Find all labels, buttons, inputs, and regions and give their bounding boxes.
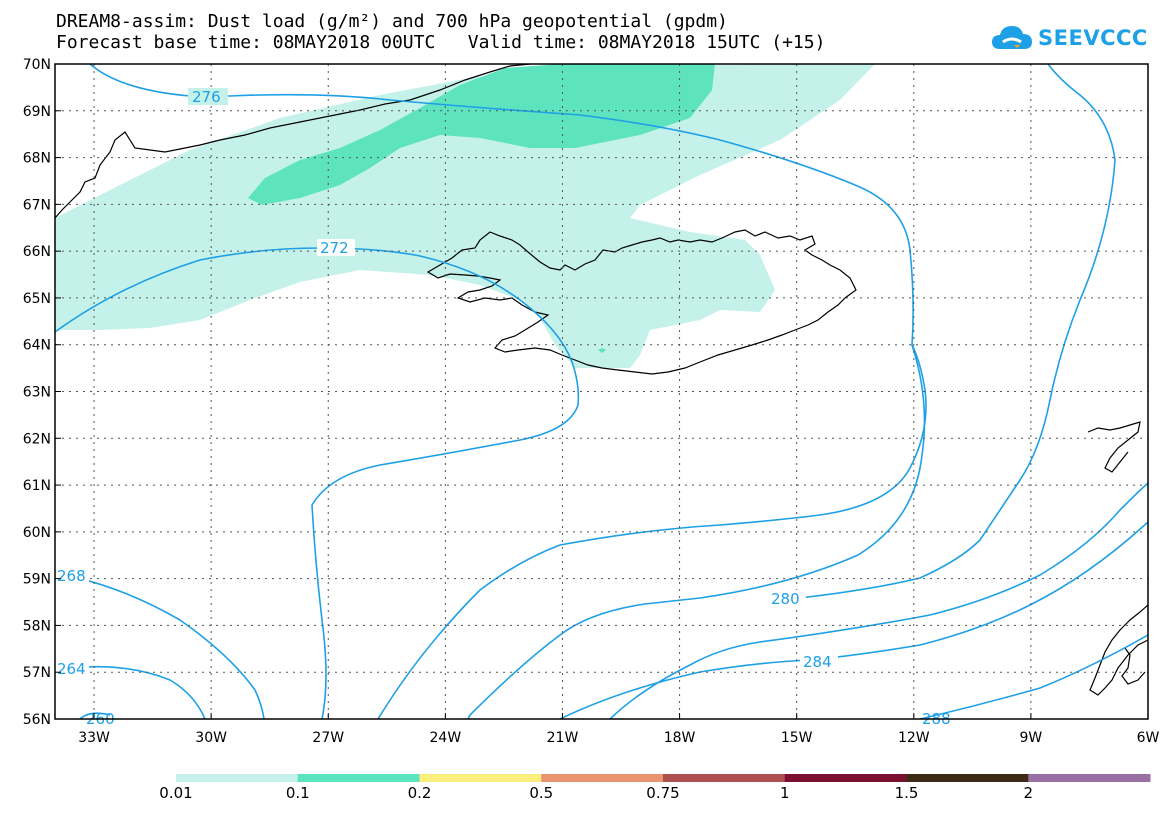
contour-label-268: 268 xyxy=(57,567,86,585)
coastlines xyxy=(55,64,1148,696)
lat-tick-label: 70N xyxy=(23,57,51,73)
dust-area-medium xyxy=(248,64,715,205)
lon-tick-label: 30W xyxy=(195,730,227,746)
chart-subtitle: Forecast base time: 08MAY2018 00UTC Vali… xyxy=(56,32,826,53)
colorbar-swatch xyxy=(906,774,1029,782)
colorbar-label: 1 xyxy=(780,784,790,802)
colorbar-label: 0.01 xyxy=(159,784,192,802)
contour-268 xyxy=(55,572,265,719)
contour-284 xyxy=(559,521,1148,719)
contour-lines xyxy=(55,64,1148,719)
scotland-coast xyxy=(1089,604,1148,696)
contour-label-284: 284 xyxy=(803,653,832,671)
longitude-labels: 33W 30W 27W 24W 21W 18W 15W 12W 9W 6W xyxy=(78,713,1160,746)
contour-label-276: 276 xyxy=(192,88,221,106)
grid xyxy=(55,64,1148,719)
contour-label-272: 272 xyxy=(320,239,349,257)
lat-tick-label: 60N xyxy=(23,525,51,541)
colorbar-label: 0.2 xyxy=(408,784,432,802)
faroe-islands xyxy=(1087,421,1141,473)
contour-260 xyxy=(79,712,111,719)
hebrides xyxy=(1121,647,1146,685)
contour-label-264: 264 xyxy=(57,660,86,678)
lat-tick-label: 69N xyxy=(23,104,51,120)
colorbar-swatch xyxy=(663,774,786,782)
colorbar-swatch xyxy=(297,774,420,782)
contour-288 xyxy=(919,634,1148,719)
colorbar-label: 0.5 xyxy=(529,784,553,802)
colorbar-swatch xyxy=(541,774,664,782)
lon-tick-label: 15W xyxy=(781,730,813,746)
lat-tick-label: 62N xyxy=(23,431,51,447)
colorbar-swatch xyxy=(176,774,299,782)
lon-tick-label: 12W xyxy=(898,730,930,746)
colorbar-swatch xyxy=(784,774,907,782)
lat-tick-label: 65N xyxy=(23,291,51,307)
colorbar-swatch xyxy=(419,774,542,782)
lon-tick-label: 21W xyxy=(547,730,579,746)
logo: SEEVCCC xyxy=(990,20,1148,56)
contour-280 xyxy=(377,344,927,719)
lat-tick-label: 59N xyxy=(23,572,51,588)
dust-area-spot xyxy=(598,348,606,353)
colorbar xyxy=(176,774,1151,782)
lat-tick-label: 68N xyxy=(23,151,51,167)
lon-tick-label: 24W xyxy=(430,730,462,746)
greenland-coast xyxy=(55,64,531,219)
lon-tick-label: 27W xyxy=(312,730,344,746)
contour-280-b xyxy=(609,482,1148,719)
lat-tick-label: 56N xyxy=(23,712,51,728)
colorbar-label: 0.75 xyxy=(646,784,679,802)
colorbar-label: 1.5 xyxy=(895,784,919,802)
colorbar-labels: 0.01 0.1 0.2 0.5 0.75 1 1.5 2 xyxy=(159,784,1033,802)
colorbar-swatch xyxy=(1028,774,1151,782)
lat-tick-label: 66N xyxy=(23,244,51,260)
contour-label-280: 280 xyxy=(771,590,800,608)
lat-tick-label: 61N xyxy=(23,478,51,494)
contour-276 xyxy=(89,64,926,719)
contour-east-ridge xyxy=(799,64,1116,599)
dust-area-light xyxy=(55,64,875,368)
cloud-icon xyxy=(992,26,1032,49)
latitude-labels: 70N 69N 68N 67N 66N 65N 64N 63N 62N 61N 60N 59N 58N 5… xyxy=(23,57,61,728)
map-plot-area xyxy=(55,64,1148,719)
logo-text: SEEVCCC xyxy=(1038,26,1148,50)
lat-tick-label: 63N xyxy=(23,385,51,401)
colorbar-label: 2 xyxy=(1023,784,1033,802)
lat-tick-label: 64N xyxy=(23,338,51,354)
lon-tick-label: 6W xyxy=(1137,730,1160,746)
lon-tick-label: 33W xyxy=(78,730,110,746)
lat-tick-label: 57N xyxy=(23,665,51,681)
lon-tick-label: 9W xyxy=(1020,730,1043,746)
contour-272 xyxy=(55,247,580,719)
lon-tick-label: 18W xyxy=(664,730,696,746)
lat-tick-label: 58N xyxy=(23,618,51,634)
iceland-coast xyxy=(426,229,857,375)
colorbar-label: 0.1 xyxy=(286,784,310,802)
chart-title: DREAM8-assim: Dust load (g/m²) and 700 h… xyxy=(56,11,728,32)
lat-tick-label: 67N xyxy=(23,197,51,213)
